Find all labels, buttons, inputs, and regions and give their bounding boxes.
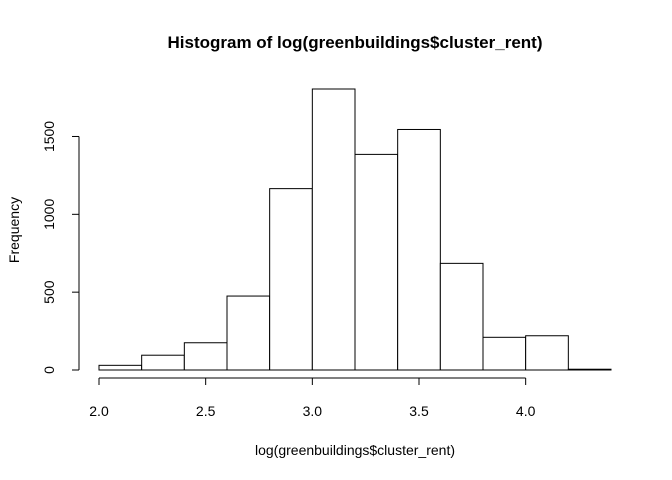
y-tick-label: 1000 (41, 199, 57, 230)
x-tick-label: 3.0 (303, 403, 323, 419)
histogram-bar (311, 88, 356, 371)
histogram-bar (397, 128, 441, 371)
x-tick-label: 4.0 (516, 403, 536, 419)
histogram-bar (226, 295, 271, 371)
y-tick-label: 500 (41, 280, 57, 304)
histogram-bar (567, 368, 612, 371)
bars-group (98, 88, 612, 371)
histogram-bar (482, 336, 527, 371)
y-tick-label: 0 (41, 366, 57, 374)
histogram-bar (141, 354, 185, 371)
histogram-bar (439, 262, 484, 371)
y-axis: 0 500 1000 1500 (41, 121, 80, 374)
chart-title: Histogram of log(greenbuildings$cluster_… (168, 33, 543, 52)
y-tick-label: 1500 (41, 121, 57, 152)
histogram-bar (525, 335, 569, 371)
y-axis-label: Frequency (6, 197, 22, 263)
histogram-bar (98, 364, 143, 371)
x-axis: 2.0 2.5 3.0 3.5 4.0 (89, 377, 536, 419)
histogram-bar (183, 342, 228, 371)
histogram-bar (269, 188, 313, 371)
x-tick-label: 2.0 (89, 403, 109, 419)
x-axis-label: log(greenbuildings$cluster_rent) (255, 442, 455, 458)
x-tick-label: 3.5 (409, 403, 429, 419)
x-tick-label: 2.5 (196, 403, 216, 419)
histogram-bar (354, 153, 399, 371)
